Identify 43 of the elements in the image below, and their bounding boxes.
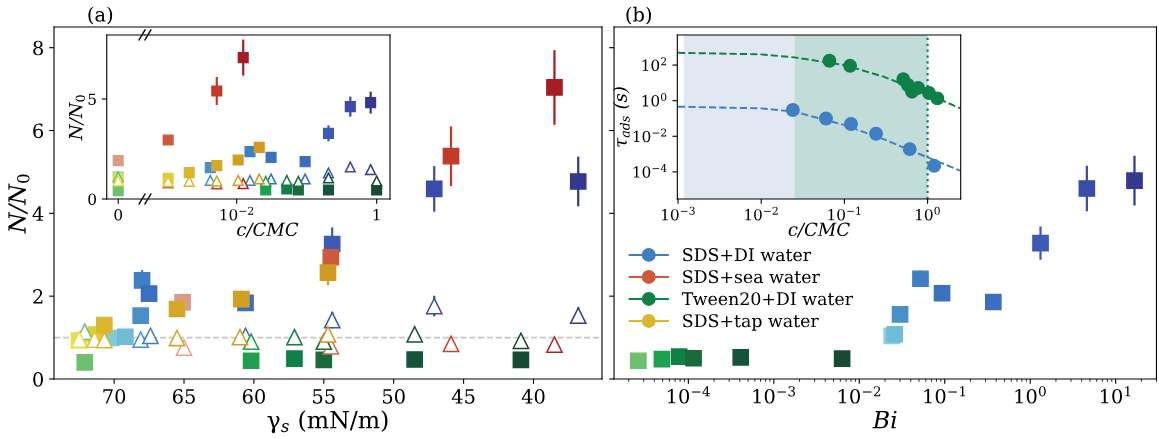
legend-label: Tween20+DI water	[681, 292, 853, 306]
x-tick-label: 10$^{−3}$	[753, 386, 796, 404]
x-tick-label: 10$^{−2}$	[220, 206, 254, 221]
x-tick-label: 45	[451, 389, 475, 404]
chart-title: (a)	[88, 6, 113, 25]
x-tick-label: 55	[313, 389, 335, 404]
x-tick-label: 10$^{1}$	[1100, 386, 1131, 404]
x-tick-label: 0	[114, 208, 123, 221]
y-tick-label: 5	[88, 93, 96, 106]
y-tick-label: 10$^{0}$	[642, 92, 667, 107]
x-tick-label: 60	[242, 389, 265, 404]
y-tick-label: 10$^{−2}$	[633, 128, 667, 143]
x-tick-label: 1	[373, 208, 380, 221]
y-axis-title: N/N$_{0}$	[8, 174, 30, 234]
x-tick-label: 65	[172, 389, 195, 404]
x-axis-title: γ$_{s}$ (mN/m)	[267, 410, 388, 434]
x-axis-title: c/CMC	[788, 222, 850, 238]
x-tick-label: 10$^{0}$	[916, 206, 940, 221]
legend-label: SDS+tap water	[683, 314, 819, 331]
x-tick-label: 10$^{−2}$	[745, 206, 778, 221]
legend-label: SDS+sea water	[683, 270, 820, 284]
y-tick-label: 8	[33, 40, 43, 56]
y-axis-title: τ$_{ads}$ (s)	[612, 87, 630, 147]
y-tick-label: 4	[32, 206, 44, 221]
legend-label: SDS+DI water	[683, 248, 812, 262]
x-tick-label: 40	[521, 389, 545, 404]
x-tick-label: 10$^{0}$	[1015, 386, 1046, 404]
x-axis-title: c/CMC	[237, 222, 299, 238]
y-tick-label: 10$^{−4}$	[633, 164, 667, 178]
x-axis-title: Bi	[872, 410, 897, 429]
x-tick-label: 10$^{−3}$	[662, 206, 695, 221]
x-tick-label: 10$^{−2}$	[838, 386, 881, 404]
chart-title: (b)	[626, 6, 651, 25]
y-tick-label: 6	[33, 123, 44, 139]
y-axis-title: N/N$_{0}$	[68, 95, 86, 141]
x-tick-label: 50	[382, 389, 405, 404]
y-tick-label: 10$^{2}$	[642, 57, 667, 71]
x-tick-label: 10$^{−4}$	[667, 386, 710, 404]
x-tick-label: 10$^{−1}$	[828, 206, 861, 221]
y-tick-label: 0	[33, 371, 43, 387]
y-tick-label: 2	[33, 289, 43, 304]
x-tick-label: 70	[103, 389, 126, 404]
x-tick-label: 10$^{−1}$	[924, 386, 966, 404]
